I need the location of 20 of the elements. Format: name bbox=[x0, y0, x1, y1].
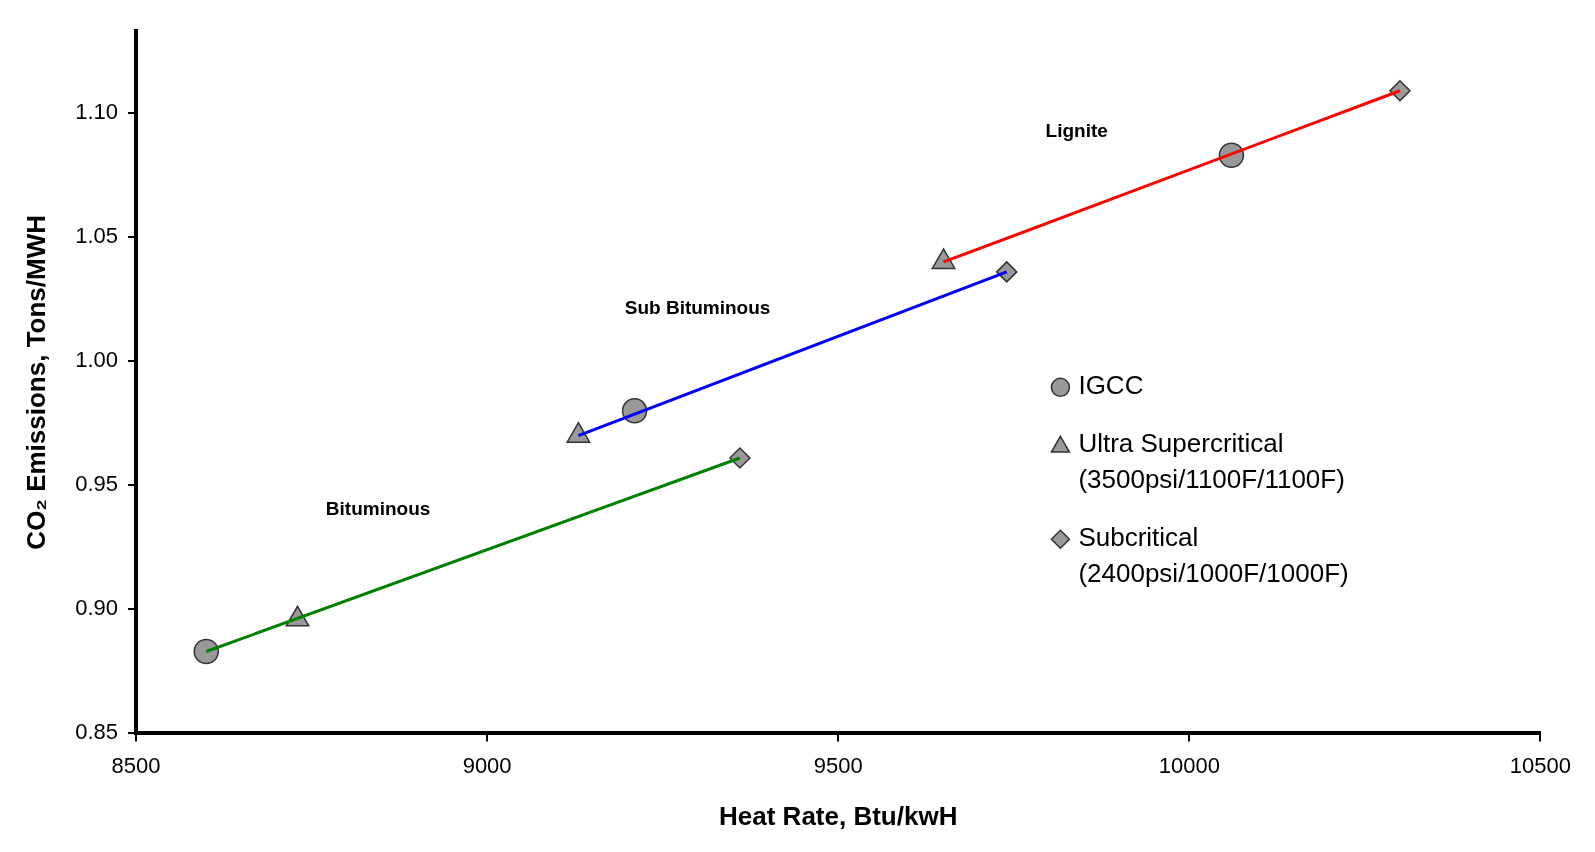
x-tick-label: 10000 bbox=[1158, 752, 1220, 778]
y-axis-title: CO₂ Emissions, Tons/MWH bbox=[20, 214, 51, 550]
y-tick-label: 0.95 bbox=[75, 471, 119, 497]
legend-label: IGCC bbox=[1078, 370, 1144, 401]
text: Sub Bituminous bbox=[624, 297, 771, 318]
point bbox=[193, 638, 219, 665]
legend-label: Ultra Supercritical (3500psi/1100F/1100F) bbox=[1078, 428, 1345, 495]
text: Bituminous bbox=[325, 497, 431, 519]
x-tick-label: 8500 bbox=[111, 752, 161, 778]
x-tick-label: 9000 bbox=[462, 752, 512, 778]
text: Lignite bbox=[1045, 119, 1108, 141]
y-tick-label: 1.10 bbox=[75, 99, 119, 125]
legend-label: Subcritical (2400psi/1000F/1000F) bbox=[1078, 522, 1349, 589]
y-tick-label: 1.05 bbox=[75, 223, 119, 249]
y-tick-label: 1.00 bbox=[75, 347, 119, 373]
y-tick-label: 0.90 bbox=[75, 595, 119, 621]
y-tick-label: 0.85 bbox=[75, 719, 119, 745]
x-tick-label: 10500 bbox=[1509, 752, 1572, 778]
x-tick-label: 9500 bbox=[813, 752, 863, 778]
x-axis-title: Heat Rate, Btu/kwH bbox=[719, 800, 958, 831]
